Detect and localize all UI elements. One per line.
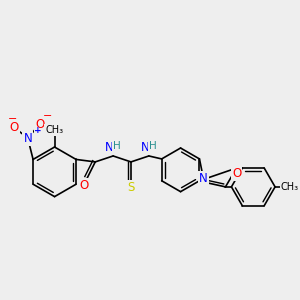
Text: −: − bbox=[43, 111, 52, 121]
Text: O: O bbox=[35, 118, 44, 131]
Text: O: O bbox=[80, 179, 89, 192]
Text: H: H bbox=[113, 141, 121, 151]
Text: O: O bbox=[232, 167, 241, 179]
Text: N: N bbox=[140, 140, 149, 154]
Text: O: O bbox=[9, 121, 19, 134]
Text: N: N bbox=[105, 140, 113, 154]
Text: +: + bbox=[34, 126, 41, 135]
Text: S: S bbox=[127, 181, 135, 194]
Text: −: − bbox=[8, 114, 17, 124]
Text: N: N bbox=[23, 132, 32, 145]
Text: N: N bbox=[199, 172, 208, 185]
Text: CH₃: CH₃ bbox=[46, 125, 64, 135]
Text: CH₃: CH₃ bbox=[281, 182, 299, 192]
Text: H: H bbox=[149, 141, 157, 151]
